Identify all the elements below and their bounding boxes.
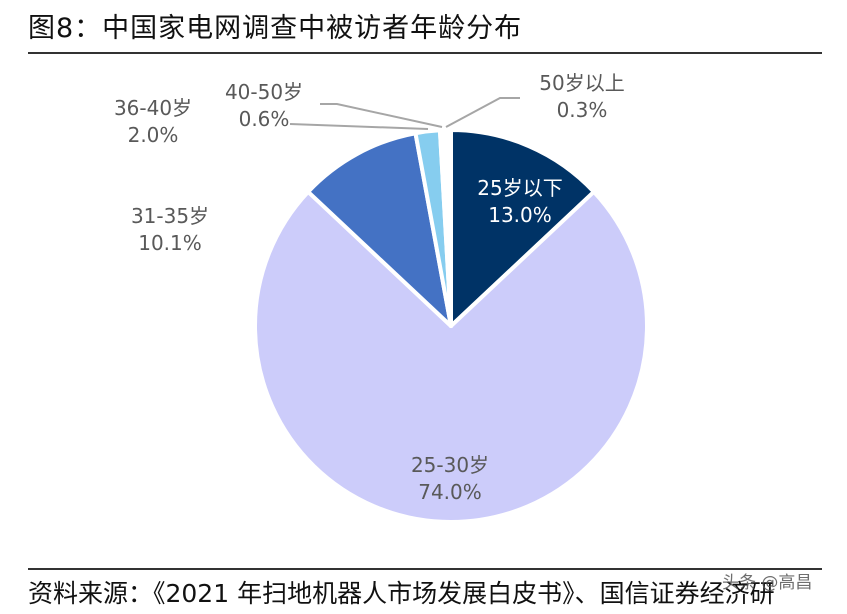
leader-lines	[289, 97, 520, 130]
slice-label-31-35: 31-35岁 10.1%	[131, 203, 209, 257]
title-divider	[28, 52, 822, 54]
pie-slice	[445, 127, 453, 328]
source-divider	[28, 568, 822, 570]
slice-label-40-50: 40-50岁 0.6%	[225, 79, 303, 133]
slice-label-name: 50岁以上	[539, 71, 625, 95]
pie-slices	[253, 127, 649, 524]
leader-line-36-40	[289, 123, 429, 130]
watermark: 头条 @高昌	[722, 573, 813, 593]
pie-slice	[306, 131, 453, 328]
slice-label-name: 25-30岁	[410, 453, 490, 477]
slice-label-value: 0.3%	[556, 98, 608, 122]
slice-label-36-40: 36-40岁 2.0%	[114, 95, 192, 149]
pie-slice	[253, 189, 649, 524]
pie-slice	[449, 128, 596, 328]
slice-label-50-plus: 50岁以上 0.3%	[539, 70, 624, 124]
slice-label-name: 31-35岁	[130, 204, 210, 228]
slice-label-under-25: 25岁以下 13.0%	[477, 175, 562, 229]
slice-label-25-30: 25-30岁 74.0%	[411, 452, 489, 506]
figure-title: 图8：中国家电网调查中被访者年龄分布	[28, 13, 523, 44]
leader-line-50-plus	[445, 97, 520, 128]
slice-label-name: 36-40岁	[113, 96, 193, 120]
slice-label-value: 13.0%	[488, 203, 552, 227]
slice-label-name: 40-50岁	[224, 80, 304, 104]
slice-label-name: 25岁以下	[477, 176, 563, 200]
slice-label-value: 74.0%	[418, 480, 482, 504]
leader-line-40-50	[320, 103, 443, 128]
source-note: 资料来源：《2021 年扫地机器人市场发展白皮书》、国信证券经济研	[28, 579, 775, 608]
slice-label-value: 0.6%	[238, 107, 290, 131]
slice-label-value: 10.1%	[138, 231, 202, 255]
slice-label-value: 2.0%	[127, 123, 179, 147]
